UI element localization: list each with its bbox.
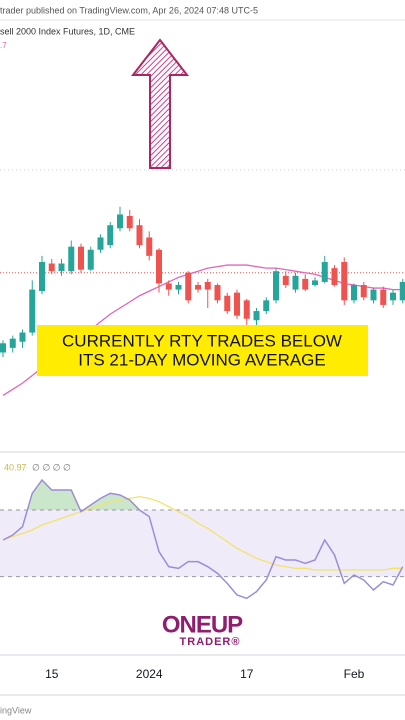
rsi-ma-line [2, 496, 403, 571]
candle-body [175, 285, 182, 290]
candle-body [263, 300, 270, 312]
candle-body [302, 278, 309, 290]
candle-body [234, 292, 240, 316]
candle-body [117, 214, 123, 229]
candle-body [29, 289, 36, 333]
candle-body [224, 295, 231, 312]
candle-body [48, 263, 55, 272]
rsi-flags: ∅ ∅ ∅ ∅ [32, 462, 71, 472]
candle-body [312, 280, 318, 285]
candle-body [341, 262, 348, 301]
candle-body [19, 332, 26, 342]
candle-body [165, 283, 172, 290]
header-bar [0, 0, 405, 20]
candle-body [204, 281, 211, 290]
candle-body [351, 285, 357, 301]
candle-body [87, 249, 94, 270]
candle-body [68, 246, 75, 272]
candle-body [107, 225, 114, 246]
banner [37, 325, 368, 376]
candle-body [399, 281, 405, 301]
footer: ingView [0, 705, 32, 715]
candle-body [0, 343, 6, 353]
candle-body [331, 268, 338, 285]
candle-body [156, 249, 162, 284]
candle-body [321, 262, 328, 282]
candle-body [185, 272, 192, 301]
candle-body [195, 285, 201, 290]
time-axis [0, 655, 405, 695]
candle-body [97, 237, 104, 250]
candle-body [126, 216, 133, 229]
x-tick-label: 15 [45, 667, 59, 681]
banner-line: ITS 21-DAY MOVING AVERAGE [78, 350, 326, 369]
symbol: sell 2000 Index Futures, 1D, CME [0, 26, 135, 36]
x-tick-label: 17 [240, 667, 254, 681]
x-tick-label: Feb [344, 667, 365, 681]
candle-body [253, 311, 260, 321]
rsi-value: 40.97 [4, 462, 27, 472]
candle-body [78, 246, 84, 270]
plot: 40.97 ∅ ∅ ∅ ∅ [0, 206, 405, 600]
candle-body [273, 271, 279, 301]
candle-body [58, 263, 65, 272]
candle-body [39, 262, 45, 292]
rsi-overbought-fill [3, 480, 403, 510]
candle-body [390, 292, 396, 301]
indicator-value: .7 [0, 41, 7, 50]
candle-body [136, 225, 143, 246]
banner-line: CURRENTLY RTY TRADES BELOW [62, 331, 342, 350]
candle-body [146, 237, 153, 256]
x-tick-label: 2024 [136, 667, 163, 681]
candle-body [360, 285, 367, 298]
candle-body [282, 275, 289, 285]
candle-body [370, 289, 377, 301]
candle-body [380, 289, 387, 305]
rsi-line [2, 478, 404, 600]
publisher: trader published on TradingView.com, Apr… [0, 5, 258, 15]
candle-body [214, 285, 221, 301]
candle-body [9, 338, 16, 348]
up-arrow [130, 38, 190, 169]
logo-line: TRADER® [180, 636, 241, 648]
candle-body [243, 300, 250, 319]
candle-body [292, 275, 299, 290]
rsi-band-fill [0, 510, 405, 577]
logo-line: ONEUP [162, 611, 243, 638]
